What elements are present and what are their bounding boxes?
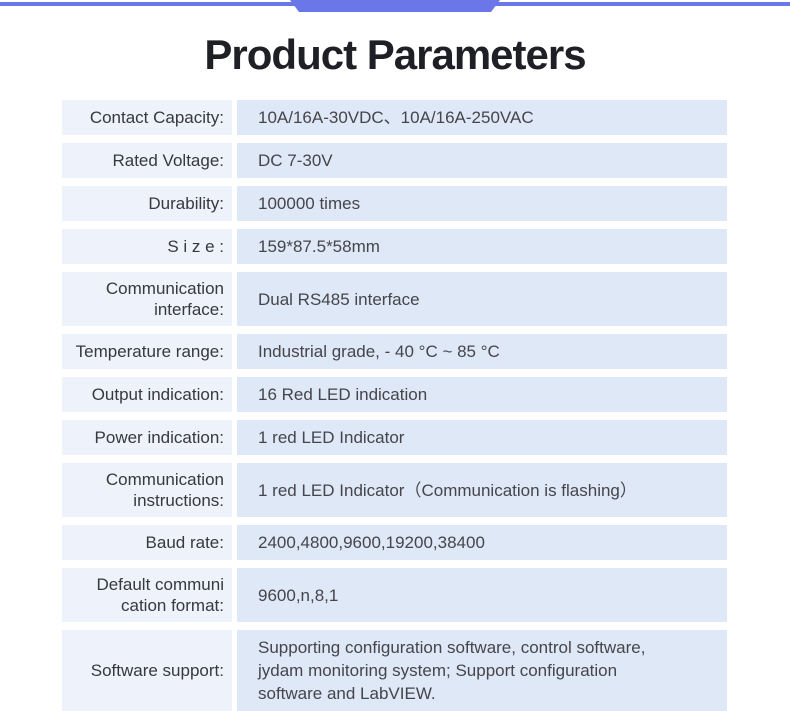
row-value: Supporting configuration software, contr… [258, 638, 646, 703]
row-value: 10A/16A-30VDC、10A/16A-250VAC [258, 108, 534, 127]
row-value-cell: 1 red LED Indicator [237, 420, 727, 455]
row-value-cell: Industrial grade, - 40 °C ~ 85 °C [237, 334, 727, 369]
table-row: S i z e : 159*87.5*58mm [62, 229, 727, 264]
table-row: Output indication: 16 Red LED indication [62, 377, 727, 412]
row-value: 2400,4800,9600,19200,38400 [258, 533, 485, 552]
row-value: 9600,n,8,1 [258, 585, 339, 605]
top-divider-line [0, 2, 790, 6]
row-value: 16 Red LED indication [258, 385, 428, 404]
row-value-cell: Dual RS485 interface [237, 272, 727, 326]
row-value-cell: 159*87.5*58mm [237, 229, 727, 264]
row-value-cell: 2400,4800,9600,19200,38400 [237, 525, 727, 560]
page-title: Product Parameters [204, 31, 586, 78]
row-value-cell: 16 Red LED indication [237, 377, 727, 412]
row-value: Dual RS485 interface [258, 289, 420, 309]
table-row: Contact Capacity: 10A/16A-30VDC、10A/16A-… [62, 100, 727, 135]
row-value-cell: Supporting configuration software, contr… [237, 630, 727, 711]
row-label: Default communi cation format: [62, 568, 232, 622]
table-row: Communication interface: Dual RS485 inte… [62, 272, 727, 326]
row-label: Software support: [62, 630, 232, 711]
row-value: DC 7-30V [258, 151, 333, 170]
table-row: Temperature range: Industrial grade, - 4… [62, 334, 727, 369]
table-row: Rated Voltage: DC 7-30V [62, 143, 727, 178]
table-row: Communication instructions: 1 red LED In… [62, 463, 727, 517]
row-value: 100000 times [258, 194, 361, 213]
table-row: Software support: Supporting configurati… [62, 630, 727, 711]
table-row: Durability: 100000 times [62, 186, 727, 221]
row-value: 159*87.5*58mm [258, 237, 380, 256]
row-label: Temperature range: [62, 334, 232, 369]
row-value-cell: 1 red LED Indicator（Communication is fla… [237, 463, 727, 517]
top-center-tab [290, 0, 500, 12]
row-value-cell: 100000 times [237, 186, 727, 221]
row-value-cell: 9600,n,8,1 [237, 568, 727, 622]
product-parameters-table: Contact Capacity: 10A/16A-30VDC、10A/16A-… [62, 100, 727, 711]
row-label: Communication instructions: [62, 463, 232, 517]
row-label: Communication interface: [62, 272, 232, 326]
row-label: Baud rate: [62, 525, 232, 560]
row-label: Power indication: [62, 420, 232, 455]
row-value-cell: 10A/16A-30VDC、10A/16A-250VAC [237, 100, 727, 135]
row-label: Output indication: [62, 377, 232, 412]
table-row: Default communi cation format: 9600,n,8,… [62, 568, 727, 622]
row-value: 1 red LED Indicator（Communication is fla… [258, 480, 637, 500]
row-label: Rated Voltage: [62, 143, 232, 178]
row-label: Contact Capacity: [62, 100, 232, 135]
table-row: Power indication: 1 red LED Indicator [62, 420, 727, 455]
table-row: Baud rate: 2400,4800,9600,19200,38400 [62, 525, 727, 560]
row-label: Durability: [62, 186, 232, 221]
row-value: Industrial grade, - 40 °C ~ 85 °C [258, 342, 500, 361]
row-value: 1 red LED Indicator [258, 428, 405, 447]
row-label: S i z e : [62, 229, 232, 264]
row-value-cell: DC 7-30V [237, 143, 727, 178]
